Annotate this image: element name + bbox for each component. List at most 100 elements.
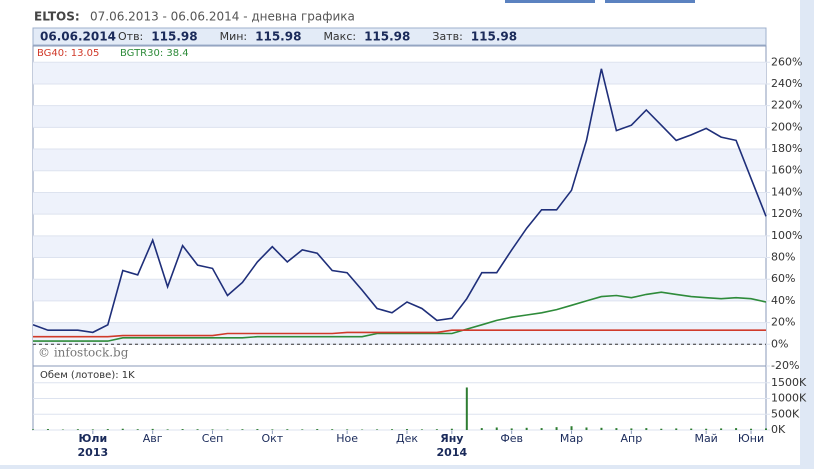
period: 07.06.2013 - 06.06.2014 - дневна графика <box>90 10 355 24</box>
volume-bar <box>32 429 34 430</box>
volume-bar <box>77 429 79 430</box>
volume-bar <box>316 429 318 430</box>
field-value: 115.98 <box>255 30 301 44</box>
volume-bar <box>107 429 109 430</box>
symbol: ELTOS: <box>34 10 80 24</box>
volume-bar <box>511 428 513 430</box>
band <box>33 236 766 258</box>
year-label: 2014 <box>437 446 468 459</box>
y-tick-label: 220% <box>771 99 802 112</box>
band <box>33 62 766 84</box>
band <box>33 106 766 128</box>
y-tick-label: 500K <box>771 407 800 420</box>
x-tick-label: Апр <box>621 432 643 445</box>
tab[interactable] <box>505 0 595 3</box>
volume-bar <box>286 429 288 430</box>
field-label: Мин: <box>220 30 248 43</box>
band <box>33 149 766 171</box>
volume-bar <box>481 428 483 430</box>
volume-bar <box>690 429 692 430</box>
field-value: 115.98 <box>471 30 517 44</box>
y-tick-label: 240% <box>771 77 802 90</box>
volume-bar <box>675 428 677 430</box>
tab[interactable] <box>605 0 695 3</box>
y-tick-label: 140% <box>771 185 802 198</box>
y-tick-label: 200% <box>771 120 802 133</box>
x-tick-label: Мар <box>560 432 583 445</box>
volume-bar <box>212 429 214 430</box>
x-tick-label: Окт <box>261 432 283 445</box>
volume-bar <box>241 429 243 430</box>
volume-bar <box>256 429 258 430</box>
y-tick-label: 60% <box>771 272 795 285</box>
y-tick-label: 180% <box>771 142 802 155</box>
field-value: 115.98 <box>364 30 410 44</box>
volume-bar <box>436 429 438 430</box>
volume-bar <box>271 429 273 430</box>
field-label: Отв: <box>118 30 143 43</box>
y-tick-label: 160% <box>771 164 802 177</box>
y-tick-label: 0% <box>771 337 788 350</box>
y-tick-label: -20% <box>771 359 799 372</box>
volume-bar <box>92 429 94 430</box>
field-label: Макс: <box>323 30 356 43</box>
volume-bar <box>615 428 617 430</box>
x-tick-label: Фев <box>500 432 523 445</box>
volume-title: Обем (лотове): 1K <box>40 370 135 381</box>
legend-entry: BGTR30: 38.4 <box>120 48 189 59</box>
volume-bar <box>376 429 378 430</box>
y-tick-label: 1000K <box>771 392 807 405</box>
volume-bar <box>466 387 468 430</box>
volume-bar <box>720 428 722 430</box>
volume-bar <box>451 429 453 430</box>
y-tick-label: 100% <box>771 229 802 242</box>
legend-entry: BG40: 13.05 <box>37 48 99 59</box>
volume-bar <box>391 429 393 430</box>
volume-bar <box>645 428 647 430</box>
volume-bar <box>600 428 602 430</box>
volume-bar <box>526 428 528 430</box>
volume-bar <box>331 429 333 430</box>
field-value: 115.98 <box>151 30 197 44</box>
field-label: Затв: <box>432 30 462 43</box>
quote-date: 06.06.2014 <box>40 30 116 44</box>
volume-bar <box>735 428 737 430</box>
x-tick-label: Юли <box>78 432 107 445</box>
volume-bar <box>705 429 707 430</box>
y-tick-label: 120% <box>771 207 802 220</box>
x-tick-label: Авг <box>143 432 163 445</box>
volume-bar <box>541 428 543 430</box>
volume-bar <box>182 429 184 430</box>
y-tick-label: 20% <box>771 316 795 329</box>
band <box>33 279 766 301</box>
x-tick-label: Яну <box>440 432 463 445</box>
y-tick-label: 260% <box>771 55 802 68</box>
y-tick-label: 80% <box>771 251 795 264</box>
volume-bar <box>137 429 139 430</box>
volume-bar <box>301 429 303 430</box>
x-tick-label: Юни <box>738 432 764 445</box>
volume-bar <box>556 427 558 430</box>
volume-bar <box>346 429 348 430</box>
y-tick-label: 1500K <box>771 376 807 389</box>
volume-bar <box>406 429 408 430</box>
y-tick-label: 0K <box>771 423 786 436</box>
volume-bar <box>630 428 632 430</box>
volume-bar <box>585 427 587 430</box>
volume-bar <box>571 426 573 430</box>
x-tick-label: Май <box>694 432 717 445</box>
x-tick-label: Сеп <box>202 432 224 445</box>
watermark: © infostock.bg <box>38 346 129 360</box>
volume-bar <box>496 427 498 430</box>
y-tick-label: 40% <box>771 294 795 307</box>
volume-bar <box>167 429 169 430</box>
band <box>33 192 766 214</box>
year-label: 2013 <box>78 446 109 459</box>
x-tick-label: Ное <box>336 432 358 445</box>
volume-bar <box>47 429 49 430</box>
volume-bar <box>197 429 199 430</box>
volume-bar <box>152 429 154 430</box>
volume-bar <box>660 429 662 430</box>
